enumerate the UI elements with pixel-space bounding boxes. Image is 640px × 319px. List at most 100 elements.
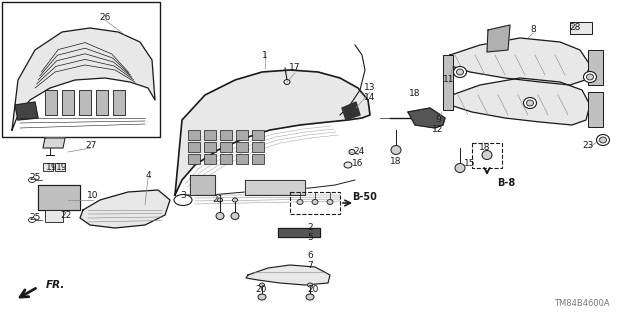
Ellipse shape — [349, 150, 355, 154]
Bar — [79, 90, 91, 115]
Text: 13: 13 — [364, 84, 376, 93]
Ellipse shape — [327, 199, 333, 204]
Text: 4: 4 — [145, 170, 151, 180]
Polygon shape — [190, 175, 215, 195]
Polygon shape — [246, 265, 330, 285]
Text: B-50: B-50 — [352, 192, 377, 202]
Ellipse shape — [306, 294, 314, 300]
Bar — [188, 154, 200, 164]
Text: 25: 25 — [29, 213, 41, 222]
Text: 18: 18 — [479, 143, 491, 152]
Text: 15: 15 — [464, 159, 476, 167]
Text: 21: 21 — [212, 196, 224, 204]
Text: 5: 5 — [307, 234, 313, 242]
Text: 12: 12 — [432, 125, 444, 135]
Bar — [204, 154, 216, 164]
Bar — [2, 2, 160, 137]
Polygon shape — [342, 102, 360, 120]
Text: B-8: B-8 — [497, 178, 515, 188]
Text: 19: 19 — [56, 164, 68, 173]
Bar — [220, 154, 232, 164]
Bar — [236, 154, 248, 164]
Ellipse shape — [284, 79, 290, 85]
Bar — [204, 142, 216, 152]
Polygon shape — [15, 102, 38, 120]
Bar — [252, 130, 264, 140]
Ellipse shape — [524, 98, 536, 108]
Polygon shape — [38, 185, 80, 210]
Ellipse shape — [218, 198, 223, 202]
Bar — [188, 130, 200, 140]
Bar — [588, 92, 603, 127]
Bar — [236, 142, 248, 152]
Text: 14: 14 — [364, 93, 376, 102]
Ellipse shape — [232, 198, 237, 202]
Text: 1: 1 — [262, 50, 268, 60]
Ellipse shape — [454, 66, 467, 78]
Text: TM84B4600A: TM84B4600A — [554, 299, 610, 308]
Text: 20: 20 — [255, 286, 267, 294]
Polygon shape — [12, 28, 155, 130]
Text: 6: 6 — [307, 250, 313, 259]
Ellipse shape — [231, 212, 239, 219]
Ellipse shape — [586, 74, 593, 80]
Polygon shape — [278, 228, 320, 237]
Ellipse shape — [455, 164, 465, 173]
Bar — [113, 90, 125, 115]
Ellipse shape — [584, 71, 596, 83]
Text: 18: 18 — [409, 88, 420, 98]
Bar — [45, 210, 63, 222]
Bar — [443, 55, 453, 110]
Ellipse shape — [312, 199, 318, 204]
Text: 26: 26 — [99, 13, 111, 23]
Text: 17: 17 — [289, 63, 301, 72]
Polygon shape — [175, 70, 370, 195]
Bar — [204, 130, 216, 140]
Text: 2: 2 — [307, 224, 313, 233]
Bar — [188, 142, 200, 152]
Ellipse shape — [307, 283, 312, 287]
Bar — [62, 90, 74, 115]
Text: 24: 24 — [353, 147, 365, 157]
Ellipse shape — [596, 135, 609, 145]
Text: 19: 19 — [46, 164, 58, 173]
Ellipse shape — [29, 177, 35, 182]
Text: 22: 22 — [60, 211, 72, 219]
Bar — [472, 143, 502, 168]
Bar — [55, 163, 65, 171]
Ellipse shape — [29, 218, 35, 222]
Polygon shape — [448, 38, 590, 85]
Text: 11: 11 — [444, 76, 455, 85]
Polygon shape — [487, 25, 510, 52]
Text: 20: 20 — [307, 286, 319, 294]
Text: 3: 3 — [180, 190, 186, 199]
Polygon shape — [450, 78, 590, 125]
Polygon shape — [43, 138, 65, 148]
Ellipse shape — [174, 195, 192, 205]
Ellipse shape — [456, 69, 463, 75]
Ellipse shape — [391, 145, 401, 154]
Text: 23: 23 — [582, 140, 594, 150]
Ellipse shape — [344, 162, 352, 168]
Text: 25: 25 — [29, 174, 41, 182]
Ellipse shape — [216, 212, 224, 219]
Text: 9: 9 — [435, 115, 441, 124]
Ellipse shape — [527, 100, 534, 106]
Bar — [236, 130, 248, 140]
Ellipse shape — [259, 283, 264, 287]
Bar — [588, 50, 603, 85]
Ellipse shape — [482, 151, 492, 160]
Text: 8: 8 — [530, 26, 536, 34]
Polygon shape — [245, 180, 305, 195]
Text: 10: 10 — [87, 190, 99, 199]
Bar — [43, 163, 53, 171]
Bar — [220, 130, 232, 140]
Text: 28: 28 — [570, 24, 580, 33]
Bar — [252, 154, 264, 164]
Text: 27: 27 — [85, 140, 97, 150]
Bar — [45, 90, 57, 115]
Bar — [290, 192, 340, 214]
Ellipse shape — [258, 294, 266, 300]
Bar — [96, 90, 108, 115]
Ellipse shape — [600, 137, 607, 143]
